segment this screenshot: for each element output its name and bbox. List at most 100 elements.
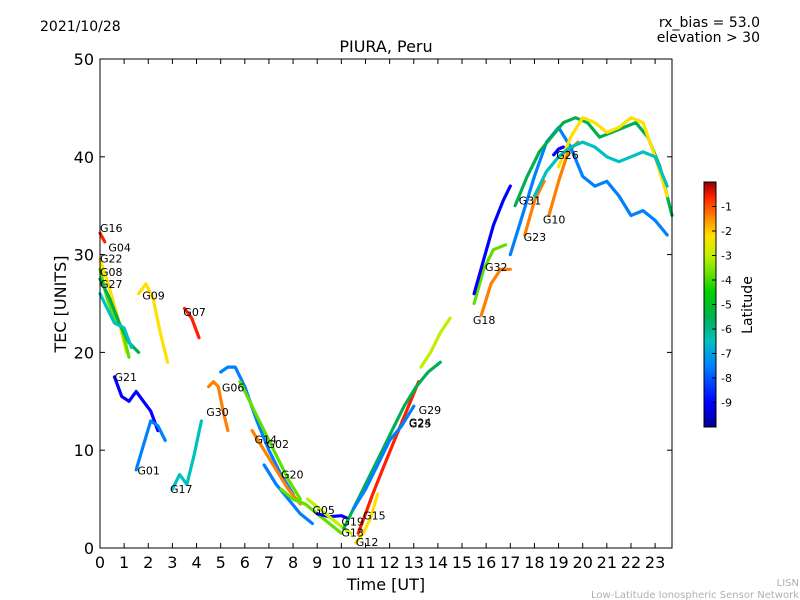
org-full: Low-Latitude Ionospheric Sensor Network <box>591 590 799 600</box>
series-g17 <box>170 419 203 491</box>
sat-label-g20: G20 <box>281 469 304 482</box>
y-tick-label: 30 <box>74 246 94 265</box>
colorbar-tick-label: -9 <box>721 397 732 410</box>
x-tick-label: 20 <box>573 553 593 572</box>
sat-label-g27: G27 <box>100 278 123 291</box>
series-g05 <box>279 487 343 535</box>
colorbar-label: Latitude <box>740 276 756 334</box>
series-g31 <box>472 184 512 296</box>
series-g32 <box>472 243 508 306</box>
x-tick-label: 5 <box>216 553 226 572</box>
series-g30 <box>207 380 230 433</box>
x-tick-label: 3 <box>167 553 177 572</box>
colorbar-tick-label: -6 <box>721 323 732 336</box>
series-g07 <box>182 306 201 340</box>
series-g15 <box>356 380 421 535</box>
sat-label-g10: G10 <box>543 213 566 226</box>
series-g19 <box>315 512 351 521</box>
elevation-label: elevation > 30 <box>657 30 760 46</box>
y-tick-label: 10 <box>74 441 94 460</box>
colorbar-tick-label: -2 <box>721 225 732 238</box>
sat-label-g31: G31 <box>519 195 542 208</box>
sat-label-g04: G04 <box>108 242 131 255</box>
date-label: 2021/10/28 <box>40 19 121 35</box>
colorbar-tick-label: -5 <box>721 299 732 312</box>
y-axis-label: TEC [UNITS] <box>51 256 70 354</box>
sat-label-g09: G09 <box>142 290 165 303</box>
series-g26 <box>552 145 566 157</box>
series-g02 <box>250 429 302 506</box>
x-tick-label: 23 <box>645 553 665 572</box>
sat-label-g01: G01 <box>137 465 160 478</box>
x-tick-label: 2 <box>143 553 153 572</box>
x-tick-label: 19 <box>548 553 568 572</box>
sat-label-g26: G26 <box>556 149 579 162</box>
x-tick-label: 22 <box>621 553 641 572</box>
sat-label-g12: G12 <box>356 536 379 549</box>
series-g24 <box>419 316 452 369</box>
series-g23 <box>523 179 546 237</box>
series-g18 <box>479 267 512 317</box>
x-tick-label: 11 <box>355 553 375 572</box>
sat-label-g13: G13 <box>341 526 364 539</box>
sat-label-g21: G21 <box>115 371 138 384</box>
x-tick-label: 12 <box>379 553 399 572</box>
colorbar-ticks: -1 -2 -3 -4 -5 -6 -7 -8 -9 <box>712 201 732 410</box>
y-ticks: 0 10 20 30 40 50 <box>74 50 672 558</box>
series-g25 <box>351 404 416 511</box>
colorbar-tick-label: -1 <box>721 201 732 214</box>
series-g14 <box>238 380 302 501</box>
colorbar-tick-label: -8 <box>721 372 732 385</box>
y-tick-label: 0 <box>84 539 94 558</box>
series-g16 <box>98 231 107 244</box>
sat-label-g23: G23 <box>524 231 547 244</box>
sat-label-g19: G19 <box>341 516 364 529</box>
sat-label-g18: G18 <box>473 314 496 327</box>
x-tick-label: 6 <box>240 553 250 572</box>
y-tick-label: 40 <box>74 148 94 167</box>
x-tick-label: 8 <box>288 553 298 572</box>
colorbar-tick-label: -7 <box>721 348 732 361</box>
x-tick-label: 18 <box>524 553 544 572</box>
sat-label-g17: G17 <box>170 483 193 496</box>
y-tick-label: 50 <box>74 50 94 69</box>
x-tick-label: 10 <box>331 553 351 572</box>
series-g20 <box>262 463 314 526</box>
y-tick-label: 20 <box>74 343 94 362</box>
x-axis-label: Time [UT] <box>346 575 425 594</box>
series-g23-b <box>532 140 669 198</box>
series-g27 <box>98 292 133 350</box>
series-g12 <box>354 492 380 545</box>
sat-label-g24: G24 <box>409 417 432 430</box>
series-g09 <box>137 282 170 364</box>
colorbar-tick-label: -3 <box>721 250 732 263</box>
series-g26-b <box>508 125 669 257</box>
series-layer <box>98 116 674 545</box>
sat-label-g05: G05 <box>312 504 335 517</box>
x-ticks: 0 1 2 3 4 5 6 7 8 9 10 11 12 13 14 15 16 17 18 19 20 21 22 23 <box>95 59 665 572</box>
sat-label-g22: G22 <box>100 252 123 265</box>
sat-label-g30: G30 <box>206 406 229 419</box>
sat-label-g15: G15 <box>363 510 386 523</box>
series-g01 <box>134 419 167 472</box>
x-tick-label: 13 <box>404 553 424 572</box>
x-tick-label: 0 <box>95 553 105 572</box>
x-tick-label: 7 <box>264 553 274 572</box>
x-tick-label: 21 <box>597 553 617 572</box>
sat-label-g14: G14 <box>255 433 278 446</box>
rx-bias-label: rx_bias = 53.0 <box>659 15 760 31</box>
sat-label-g07: G07 <box>183 306 206 319</box>
colorbar-tick-label: -4 <box>721 274 732 287</box>
sat-label-g02: G02 <box>267 438 290 451</box>
sat-label-g25: G25 <box>409 418 432 431</box>
series-g13 <box>306 497 353 535</box>
org-short: LISN <box>777 578 799 589</box>
chart-title: PIURA, Peru <box>339 37 432 56</box>
sat-label-g29: G29 <box>419 404 442 417</box>
x-tick-label: 1 <box>119 553 129 572</box>
sat-label-g08: G08 <box>100 266 123 279</box>
series-g21 <box>112 375 160 433</box>
x-tick-label: 16 <box>476 553 496 572</box>
